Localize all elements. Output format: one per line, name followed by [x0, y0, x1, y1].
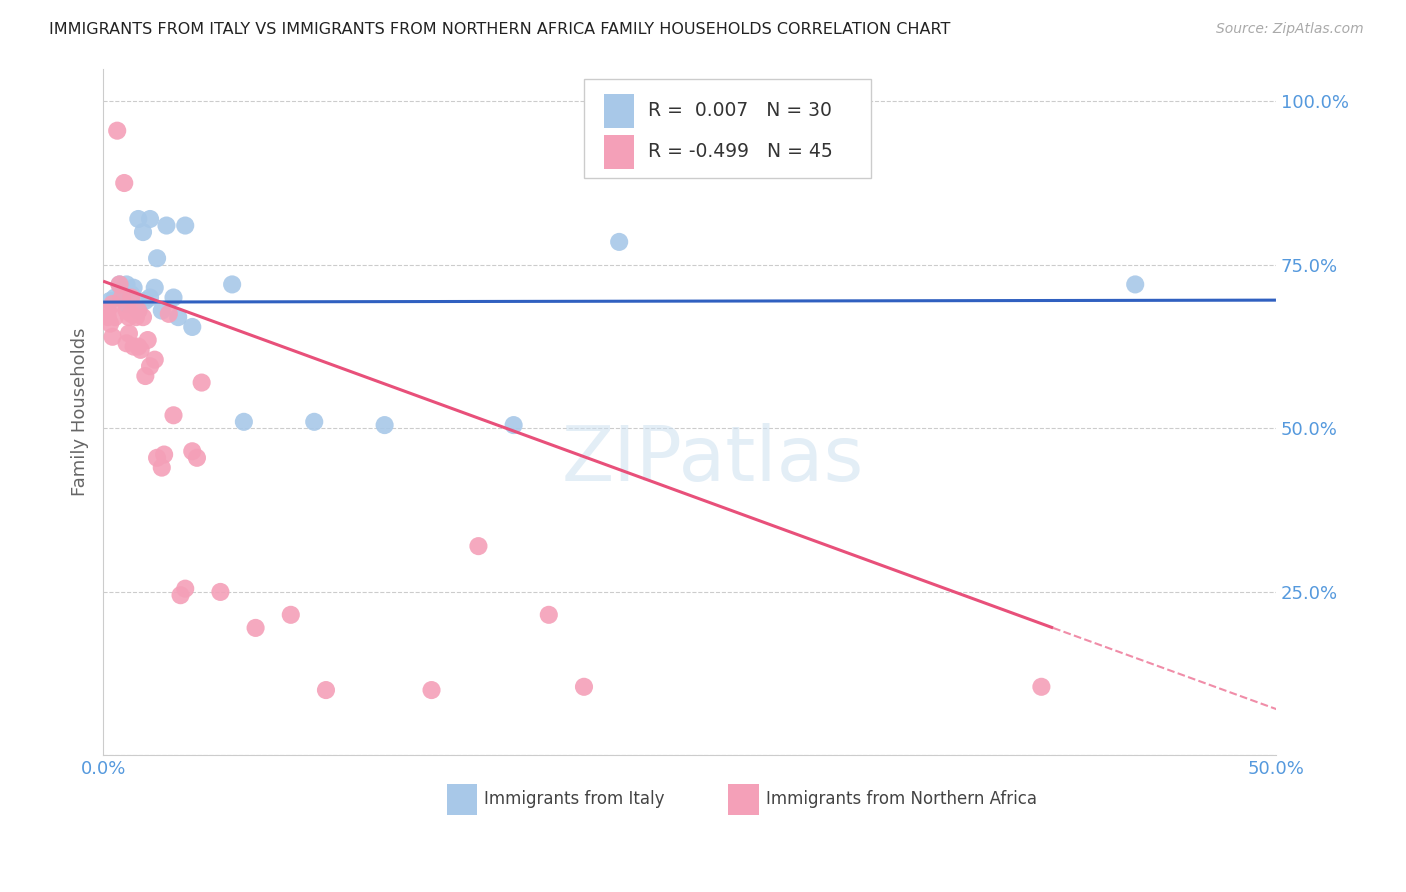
Point — [115, 336, 138, 351]
Point — [97, 303, 120, 318]
Text: ZIPatlas: ZIPatlas — [562, 423, 865, 497]
Point — [607, 235, 630, 249]
Point — [115, 297, 138, 311]
FancyBboxPatch shape — [447, 784, 477, 814]
FancyBboxPatch shape — [583, 78, 872, 178]
Point — [134, 369, 156, 384]
Point — [186, 450, 208, 465]
Point — [1031, 680, 1053, 694]
Point — [155, 219, 177, 233]
Point — [315, 683, 337, 698]
Point — [190, 376, 212, 390]
Point — [157, 307, 180, 321]
Point — [209, 585, 232, 599]
Point — [127, 340, 149, 354]
Point — [105, 123, 128, 137]
Point — [232, 415, 254, 429]
Point — [111, 284, 134, 298]
Point — [115, 303, 138, 318]
Point — [143, 281, 166, 295]
Y-axis label: Family Households: Family Households — [72, 327, 89, 496]
Point — [374, 418, 396, 433]
Point — [150, 303, 173, 318]
Point — [221, 277, 243, 292]
Point — [181, 444, 204, 458]
Point — [174, 582, 197, 596]
Text: Source: ZipAtlas.com: Source: ZipAtlas.com — [1216, 22, 1364, 37]
Point — [101, 297, 124, 311]
FancyBboxPatch shape — [605, 135, 634, 169]
Point — [120, 291, 142, 305]
Point — [122, 281, 145, 295]
Point — [112, 176, 135, 190]
Text: Immigrants from Northern Africa: Immigrants from Northern Africa — [766, 790, 1036, 808]
Point — [169, 588, 191, 602]
Point — [572, 680, 595, 694]
Point — [302, 415, 325, 429]
Text: Immigrants from Italy: Immigrants from Italy — [484, 790, 665, 808]
Point — [134, 293, 156, 308]
Point — [153, 448, 176, 462]
Point — [139, 359, 162, 374]
Point — [150, 460, 173, 475]
Point — [97, 310, 120, 325]
Point — [98, 317, 121, 331]
Point — [167, 310, 190, 325]
Point — [280, 607, 302, 622]
Point — [125, 310, 148, 325]
Point — [181, 320, 204, 334]
Point — [136, 333, 159, 347]
Point — [108, 277, 131, 292]
Point — [127, 303, 149, 318]
Point — [120, 287, 142, 301]
Point — [537, 607, 560, 622]
Point — [1123, 277, 1146, 292]
Point — [467, 539, 489, 553]
Point — [104, 310, 127, 325]
Point — [118, 310, 141, 325]
Point — [120, 307, 142, 321]
Point — [132, 310, 155, 325]
Point — [139, 212, 162, 227]
Point — [174, 219, 197, 233]
Text: IMMIGRANTS FROM ITALY VS IMMIGRANTS FROM NORTHERN AFRICA FAMILY HOUSEHOLDS CORRE: IMMIGRANTS FROM ITALY VS IMMIGRANTS FROM… — [49, 22, 950, 37]
Point — [127, 303, 149, 318]
Point — [127, 212, 149, 227]
Point — [112, 293, 135, 308]
Point — [139, 291, 162, 305]
Text: R =  0.007   N = 30: R = 0.007 N = 30 — [648, 102, 832, 120]
Point — [111, 291, 134, 305]
Point — [129, 343, 152, 357]
Text: R = -0.499   N = 45: R = -0.499 N = 45 — [648, 143, 834, 161]
Point — [146, 450, 169, 465]
Point — [101, 330, 124, 344]
FancyBboxPatch shape — [728, 784, 759, 814]
Point — [108, 277, 131, 292]
Point — [162, 409, 184, 423]
Point — [420, 683, 443, 698]
Point — [132, 225, 155, 239]
Point — [146, 252, 169, 266]
Point — [98, 293, 121, 308]
Point — [502, 418, 524, 433]
Point — [118, 326, 141, 341]
Point — [122, 340, 145, 354]
Point — [162, 291, 184, 305]
Point — [245, 621, 267, 635]
FancyBboxPatch shape — [605, 94, 634, 128]
Point — [104, 291, 127, 305]
Point — [115, 277, 138, 292]
Point — [143, 352, 166, 367]
